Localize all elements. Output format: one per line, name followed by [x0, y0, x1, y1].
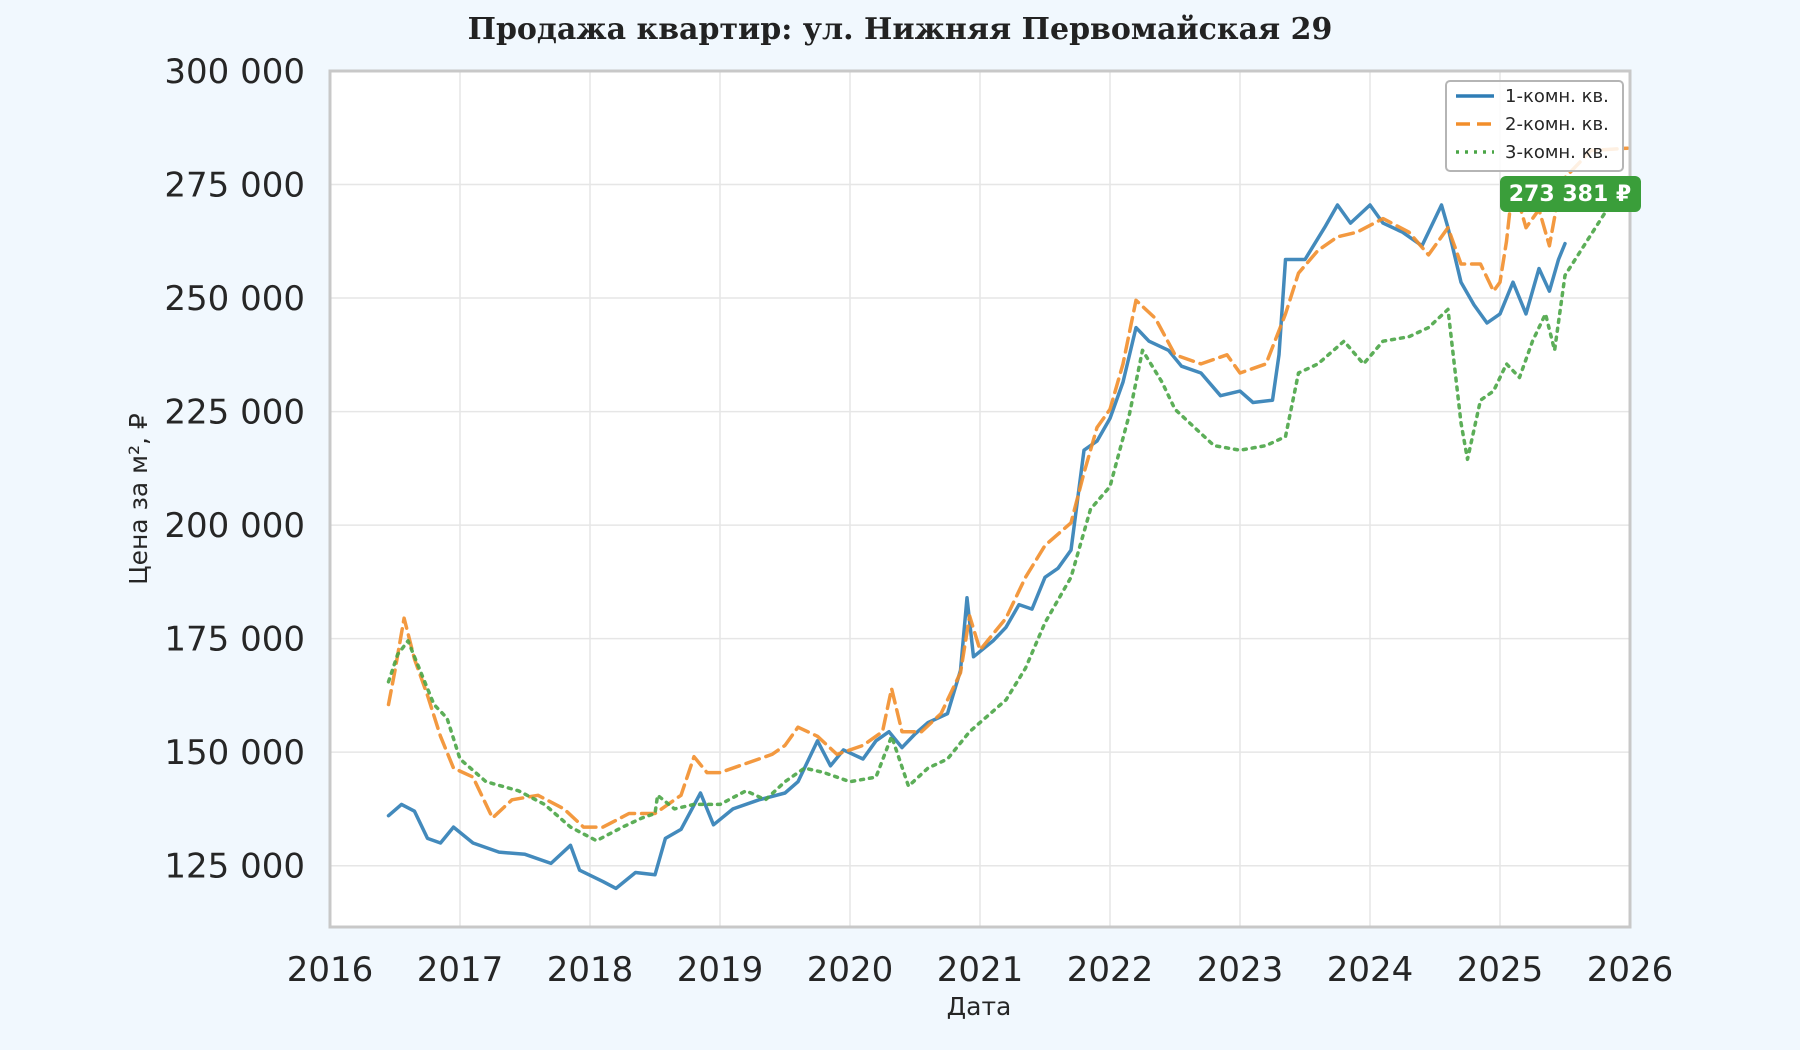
x-tick-label: 2017: [417, 950, 504, 990]
legend-box: [1445, 80, 1624, 172]
y-tick-label: 125 000: [164, 847, 305, 887]
x-tick-label: 2021: [937, 950, 1024, 990]
y-tick-label: 300 000: [164, 52, 305, 92]
last-price-badge-text: 273 381 ₽: [1509, 182, 1631, 207]
series-line-3: [386, 175, 1630, 843]
x-tick-label: 2023: [1197, 950, 1284, 990]
series-line-1: [386, 203, 1567, 891]
last-price-badge: 273 381 ₽: [1500, 176, 1641, 212]
y-axis-ticks: 125 000 150 000 175 000 200 000 225 000 250 0…: [164, 52, 305, 887]
x-tick-label: 2024: [1327, 950, 1414, 990]
y-axis-label: Цена за м², ₽: [124, 413, 153, 585]
y-tick-label: 275 000: [164, 166, 305, 206]
last-price-badge-bg: [1500, 176, 1641, 212]
x-tick-label: 2022: [1067, 950, 1154, 990]
x-tick-label: 2026: [1587, 950, 1674, 990]
chart-title: Продажа квартир: ул. Нижняя Первомайская…: [468, 12, 1333, 47]
legend-label-1: 1-комн. кв.: [1505, 86, 1609, 107]
y-tick-label: 225 000: [164, 393, 305, 433]
y-tick-label: 250 000: [164, 279, 305, 319]
series-line-2: [386, 146, 1630, 829]
y-tick-label: 200 000: [164, 506, 305, 546]
x-tick-label: 2019: [677, 950, 764, 990]
series-lines: [386, 146, 1630, 891]
x-tick-label: 2025: [1457, 950, 1544, 990]
x-tick-label: 2020: [807, 950, 894, 990]
y-tick-label: 150 000: [164, 733, 305, 773]
x-axis-label: Дата: [947, 992, 1012, 1021]
y-tick-label: 175 000: [164, 620, 305, 660]
x-axis-ticks: 2016 2017 2018 2019 2020 2021 2022 2023 2024 2025…: [287, 950, 1674, 990]
legend-label-2: 2-комн. кв.: [1505, 114, 1609, 135]
legend-label-3: 3-комн. кв.: [1505, 142, 1609, 163]
x-tick-label: 2016: [287, 950, 374, 990]
x-tick-label: 2018: [547, 950, 634, 990]
legend: 1-комн. кв. 2-комн. кв. 3-комн. кв.: [1445, 80, 1624, 172]
plot-frame: [328, 69, 1632, 929]
